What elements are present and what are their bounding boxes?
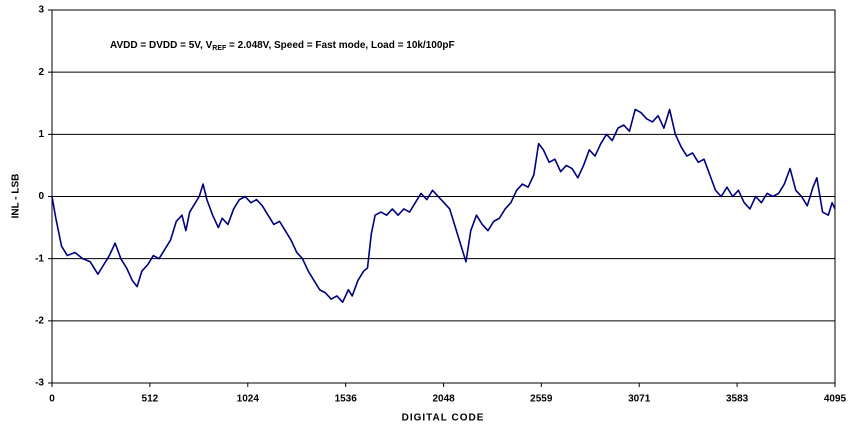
x-tick-label: 4095 [824,394,847,405]
annotation-subscript: REF [212,45,227,52]
annotation-text: = 2.048V, Speed = Fast mode, Load = 10k/… [226,40,454,51]
x-tick-label: 2559 [530,394,553,405]
annotation-text: AVDD = DVDD = 5V, V [110,40,213,51]
x-tick-label: 512 [142,394,159,405]
data-line [51,108,836,303]
y-tick-label: 0 [38,191,44,202]
x-tick-label: 3071 [628,394,651,405]
y-tick-label: -1 [35,253,44,264]
y-tick-label: 1 [38,129,44,140]
x-axis-title: DIGITAL CODE [402,413,485,424]
x-tick-label: 3583 [726,394,749,405]
y-tick-label: 3 [38,5,44,16]
annotation: AVDD = DVDD = 5V, VREF = 2.048V, Speed =… [110,40,455,52]
x-tick-label: 1024 [237,394,260,405]
y-axis-title: INL - LSB [11,174,22,219]
x-tick-label: 0 [49,394,55,405]
y-tick-label: 2 [38,67,44,78]
y-tick-label: -2 [35,315,44,326]
x-tick-label: 1536 [335,394,358,405]
y-tick-label: -3 [35,378,44,389]
x-tick-label: 2048 [432,394,455,405]
